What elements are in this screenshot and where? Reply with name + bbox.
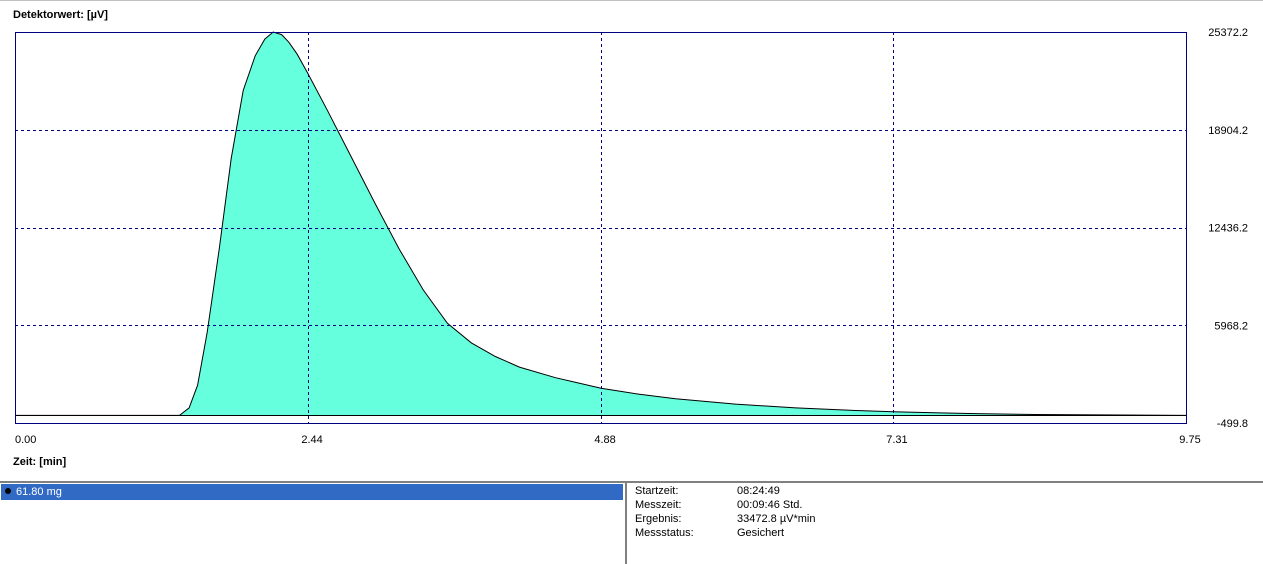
info-key: Messzeit:: [635, 499, 682, 511]
x-tick-label: 0.00: [15, 434, 36, 446]
info-key: Messstatus:: [635, 527, 694, 539]
y-tick-label: 25372.2: [1208, 27, 1248, 39]
bullet-icon: [5, 488, 11, 494]
y-tick-label: 5968.2: [1214, 320, 1248, 332]
info-value: 00:09:46 Std.: [737, 499, 803, 511]
y-tick-label: -499.8: [1217, 418, 1248, 430]
sample-label: 61.80 mg: [16, 486, 62, 498]
y-tick-label: 12436.2: [1208, 223, 1248, 235]
chart-panel: Detektorwert: [µV] 0.00 2.44 4.88 7.31 9.75 2…: [0, 0, 1263, 482]
x-tick-label: 9.75: [1179, 434, 1200, 446]
measurement-info-panel: Startzeit: 08:24:49 Messzeit: 00:09:46 S…: [629, 483, 1263, 564]
info-value: 33472.8 µV*min: [737, 513, 816, 525]
y-axis-label: Detektorwert: [µV]: [13, 9, 108, 21]
info-value: Gesichert: [737, 527, 785, 539]
x-tick-label: 4.88: [594, 434, 615, 446]
sample-list-item-selected[interactable]: 61.80 mg: [1, 484, 623, 500]
info-value: 08:24:49: [737, 485, 780, 497]
panel-splitter[interactable]: [0, 481, 1263, 483]
chromatogram-plot[interactable]: 0.00 2.44 4.88 7.31 9.75 25372.2 18904.2 12436.…: [0, 1, 1263, 482]
sample-list[interactable]: 61.80 mg: [0, 483, 627, 564]
info-key: Ergebnis:: [635, 513, 682, 525]
detector-curve: [15, 31, 1187, 416]
plot-frame: [15, 32, 1187, 424]
y-tick-label: 18904.2: [1208, 125, 1248, 137]
x-tick-label: 2.44: [301, 434, 322, 446]
x-axis-label: Zeit: [min]: [13, 456, 67, 468]
info-key: Startzeit:: [635, 485, 679, 497]
peak-area: [15, 32, 1186, 416]
x-tick-label: 7.31: [886, 434, 907, 446]
